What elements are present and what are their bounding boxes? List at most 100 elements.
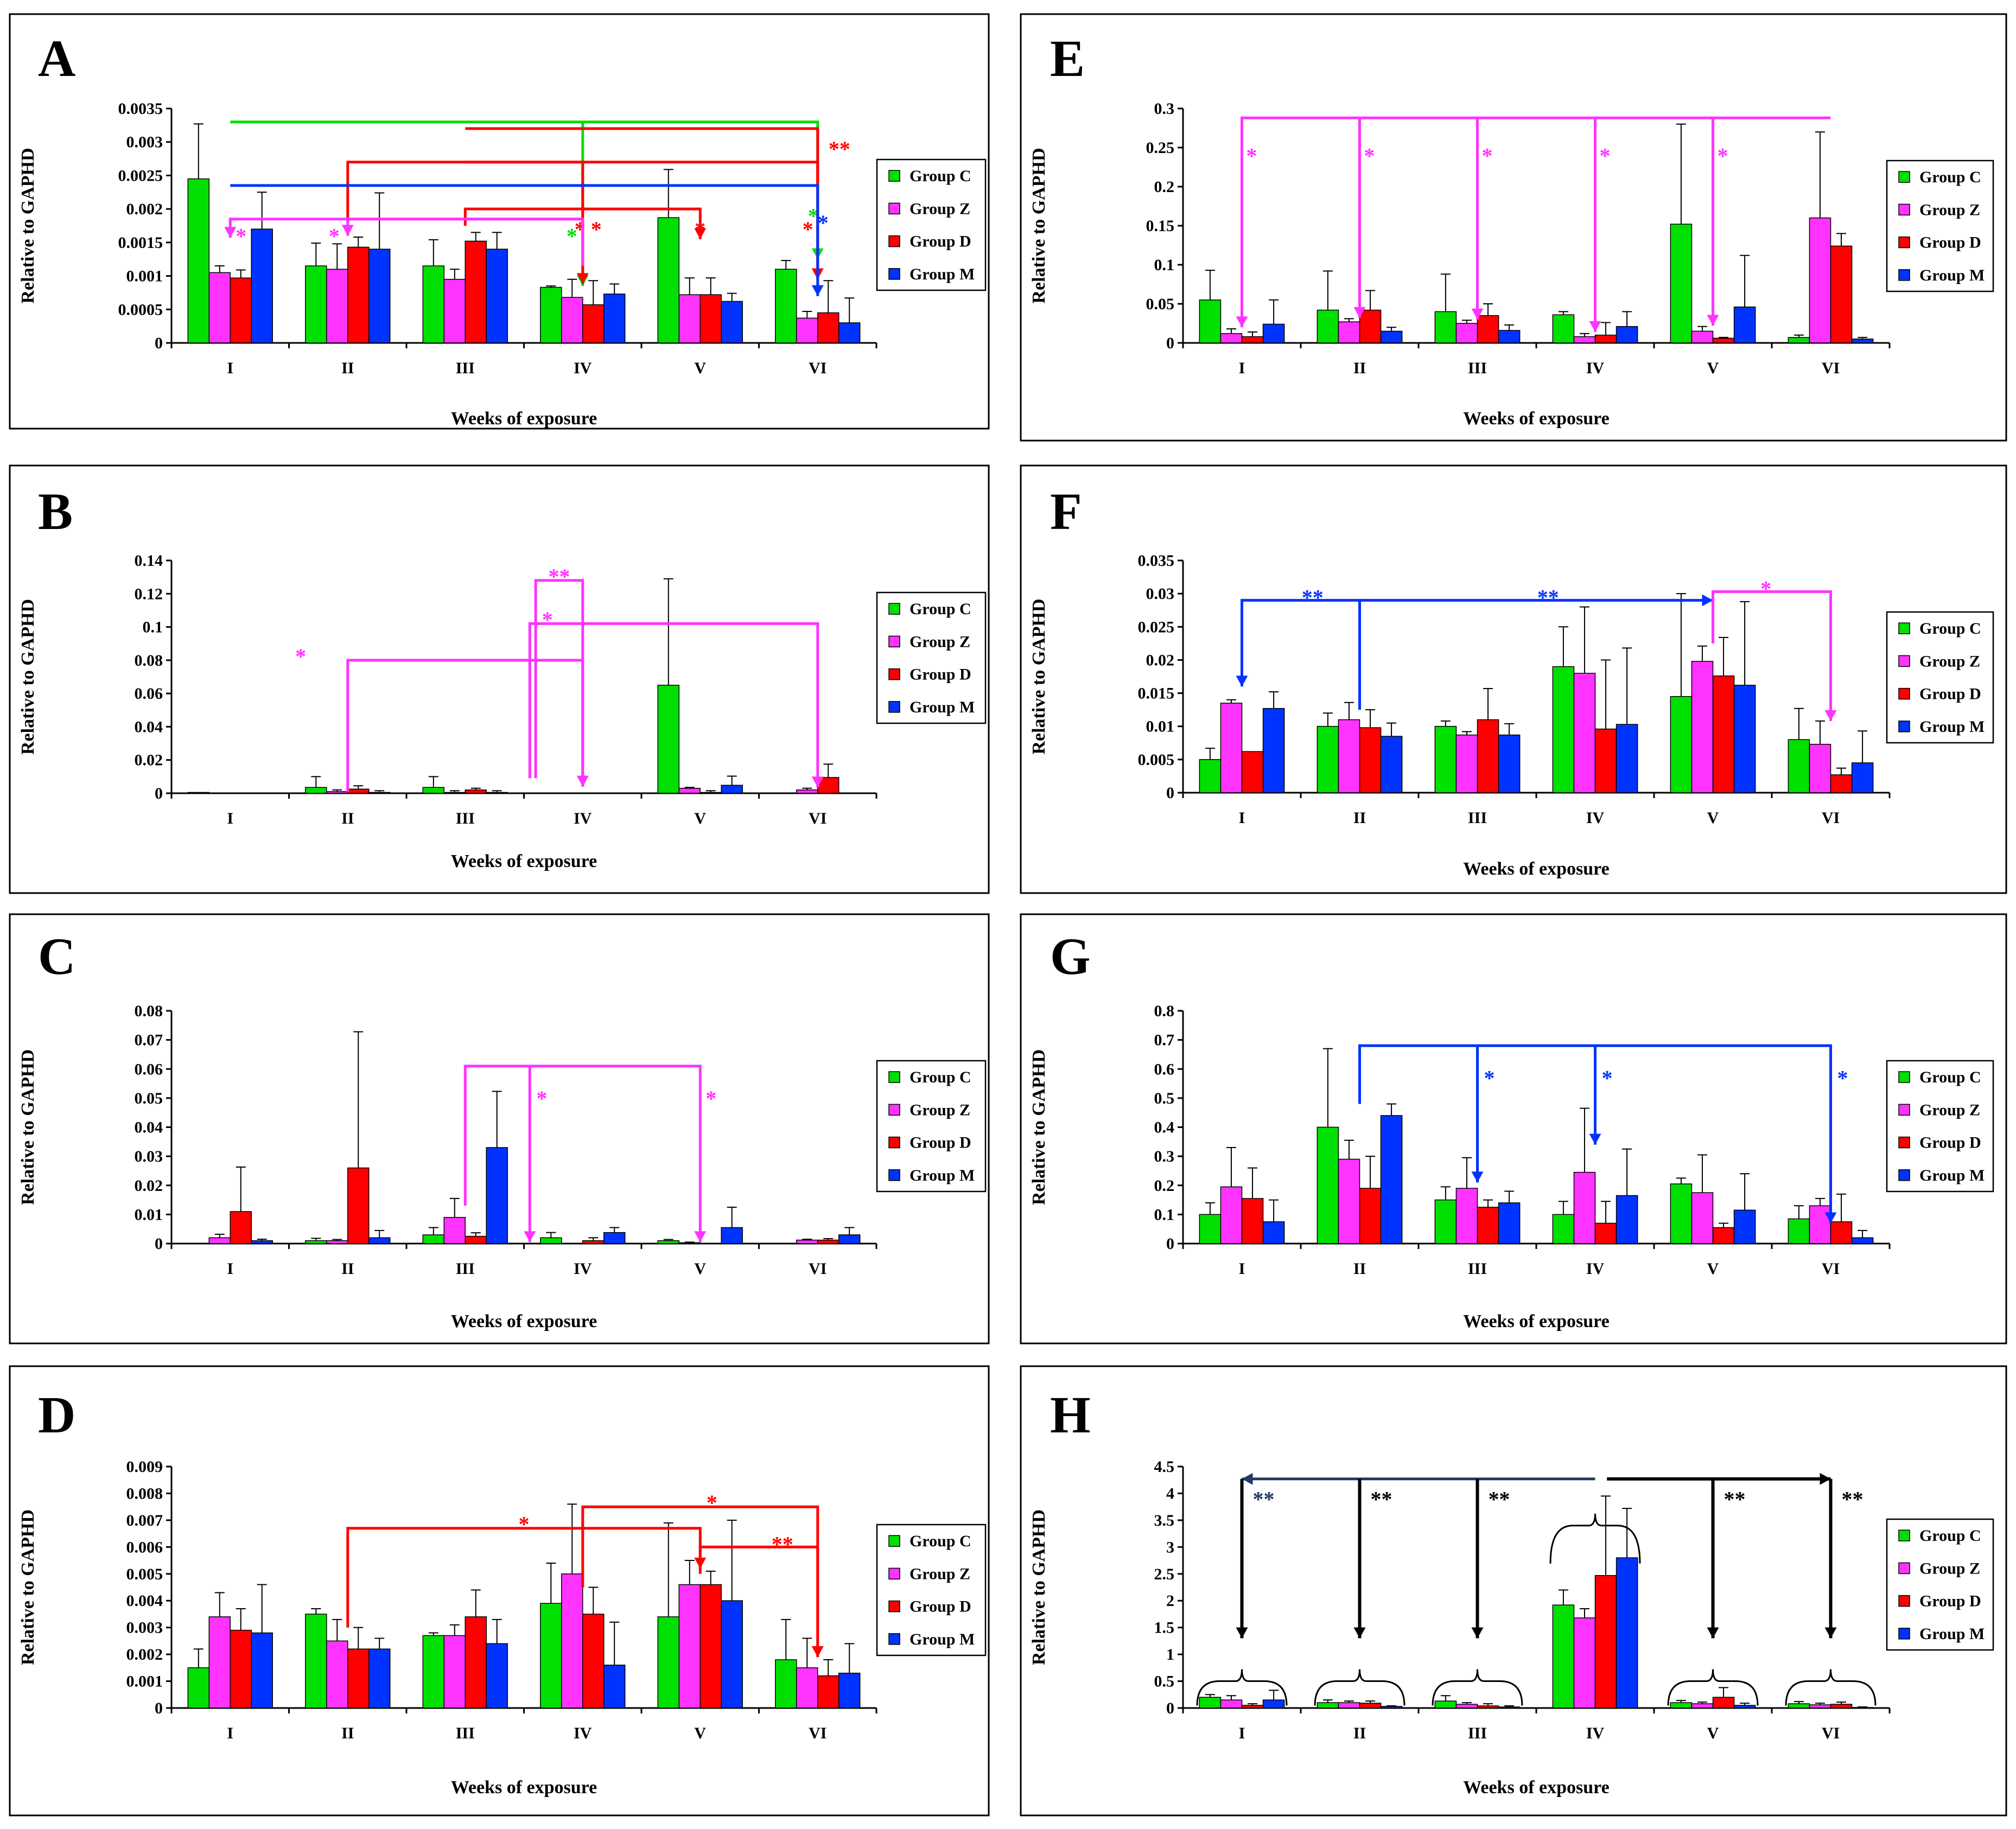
legend-swatch: [888, 1567, 900, 1580]
bar: [1359, 1188, 1382, 1244]
significance-label: **: [1371, 1487, 1392, 1511]
bar: [465, 1616, 487, 1709]
bar: [1552, 1214, 1575, 1244]
x-tick-label: VI: [809, 1724, 826, 1742]
x-tick-label: IV: [574, 1260, 592, 1278]
bar: [1434, 1199, 1457, 1244]
bar: [1830, 245, 1853, 343]
legend-swatch: [1898, 203, 1910, 216]
significance-label: *: [536, 1086, 547, 1111]
bar: [1359, 309, 1382, 343]
bar: [603, 294, 626, 343]
y-axis-title: Relative to GAPHD: [18, 599, 38, 755]
significance-label: **: [772, 1532, 793, 1556]
y-tick-label: 0: [1166, 1699, 1174, 1717]
panel-letter: F: [1050, 482, 1082, 540]
significance-arrow: [698, 1545, 819, 1658]
significance-label: *: [705, 1086, 716, 1111]
legend-swatch: [888, 1600, 900, 1613]
y-axis-title: Relative to GAPHD: [1029, 148, 1049, 303]
bar: [1851, 1237, 1874, 1244]
y-tick-label: 0.001: [126, 267, 163, 285]
panel-frame: [1020, 913, 2007, 1344]
legend-swatch: [1898, 721, 1910, 732]
significance-label: **: [829, 137, 850, 161]
x-tick-label: II: [1353, 809, 1366, 827]
bar: [1262, 1699, 1285, 1709]
y-tick-label: 0.3: [1154, 100, 1175, 118]
bar: [678, 1242, 701, 1244]
x-axis-title: Weeks of exposure: [1463, 859, 1609, 879]
bar: [657, 217, 680, 343]
y-tick-label: 1.5: [1154, 1619, 1175, 1637]
y-tick-label: 0.04: [135, 1119, 163, 1137]
bar: [251, 1632, 273, 1709]
y-tick-label: 0.2: [1154, 178, 1175, 196]
panel-letter: G: [1050, 927, 1091, 985]
legend-label: Group D: [910, 233, 971, 251]
bar: [251, 1240, 273, 1244]
bar: [1830, 1221, 1853, 1244]
legend-label: Group M: [910, 265, 975, 283]
bar: [1199, 759, 1222, 793]
bar: [1241, 1705, 1264, 1709]
legend-label: Group M: [910, 1167, 975, 1184]
x-tick-label: III: [456, 1260, 475, 1278]
bar: [1262, 323, 1285, 343]
bar: [1380, 1115, 1403, 1244]
bar: [657, 685, 680, 794]
y-tick-label: 0: [1166, 1235, 1174, 1253]
x-tick-label: I: [227, 1724, 233, 1742]
x-tick-label: II: [1353, 359, 1366, 377]
legend-swatch: [1898, 1530, 1910, 1541]
bar: [1809, 217, 1831, 343]
bar: [796, 789, 818, 794]
significance-label: *: [1718, 143, 1728, 168]
legend-swatch: [1898, 1104, 1910, 1116]
bar: [486, 792, 508, 794]
panel-frame: [9, 464, 990, 894]
y-tick-label: 1: [1166, 1646, 1174, 1664]
y-tick-label: 0.04: [135, 718, 163, 736]
arrow-head: [811, 776, 824, 788]
x-tick-label: VI: [1822, 1724, 1840, 1742]
bar: [1552, 314, 1575, 343]
bar: [1552, 1604, 1575, 1709]
legend-swatch: [1898, 1562, 1910, 1575]
bar: [251, 228, 273, 343]
bar: [721, 1600, 743, 1709]
x-tick-label: II: [341, 359, 354, 377]
significance-label: *: [695, 217, 705, 241]
legend-swatch: [1898, 655, 1910, 667]
significance-arrow: [534, 579, 584, 787]
y-tick-label: 3: [1166, 1538, 1174, 1556]
legend-label: Group C: [910, 167, 971, 185]
bar: [838, 1234, 861, 1244]
bar: [1712, 1227, 1735, 1244]
y-tick-label: 0.015: [1138, 685, 1175, 703]
y-axis-title: Relative to GAPHD: [18, 1049, 38, 1205]
y-tick-label: 3.5: [1154, 1512, 1175, 1530]
y-tick-label: 2: [1166, 1592, 1174, 1610]
bar: [1733, 1209, 1756, 1244]
legend-swatch: [1898, 269, 1910, 281]
x-tick-label: VI: [1822, 1260, 1840, 1278]
bar: [561, 1573, 583, 1709]
arrow-head: [1353, 1627, 1366, 1639]
significance-label: *: [818, 211, 829, 235]
y-axis-title: Relative to GAPHD: [1029, 1049, 1049, 1205]
panel-a: A 0 0.0005 0.001 0.0015 0.002 0.0025 0.003 0.003…: [9, 13, 990, 430]
bar: [1733, 307, 1756, 343]
legend-swatch: [888, 603, 900, 615]
legend-swatch: [888, 1633, 900, 1645]
significance-arrow: [528, 622, 819, 788]
y-tick-label: 0.2: [1154, 1177, 1175, 1195]
group-brace: [1432, 1669, 1523, 1706]
bar: [582, 1240, 605, 1244]
legend-label: Group C: [910, 600, 971, 618]
bar: [1670, 696, 1693, 793]
x-tick-label: VI: [809, 359, 826, 377]
arrow-head: [694, 1231, 707, 1242]
x-axis-title: Weeks of exposure: [1463, 1777, 1609, 1798]
bar: [540, 1237, 562, 1244]
